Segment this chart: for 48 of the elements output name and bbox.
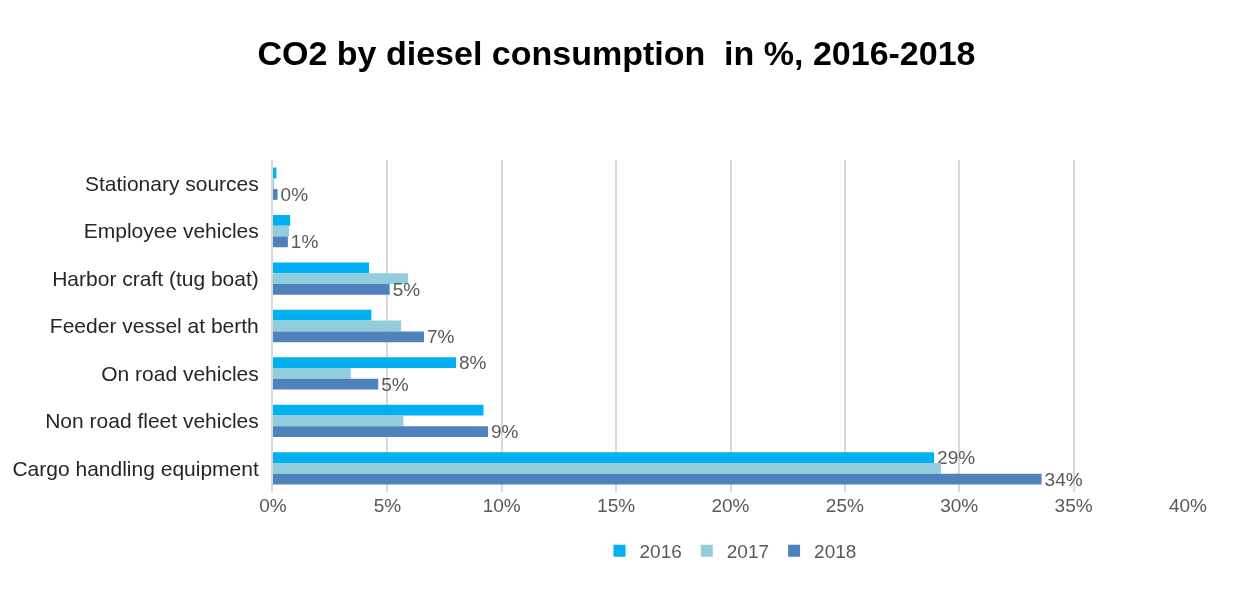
data-label: 7% bbox=[426, 326, 455, 348]
legend-label: 2017 bbox=[726, 541, 770, 563]
x-tick-label: 40% bbox=[1168, 495, 1208, 516]
y-tick-label: Cargo handling equipment bbox=[12, 456, 259, 480]
x-tick-label: 20% bbox=[711, 495, 750, 516]
bar bbox=[273, 189, 278, 200]
bar bbox=[273, 404, 484, 416]
bar bbox=[273, 452, 935, 463]
bar bbox=[273, 426, 489, 437]
x-tick-label: 35% bbox=[1054, 495, 1093, 516]
data-label: 9% bbox=[491, 421, 519, 443]
y-tick-label: Employee vehicles bbox=[83, 219, 259, 243]
bar bbox=[273, 236, 288, 248]
data-label: 5% bbox=[392, 278, 421, 300]
data-label: 5% bbox=[381, 373, 409, 395]
x-tick-label: 5% bbox=[373, 495, 402, 516]
bar bbox=[273, 473, 1042, 485]
bar bbox=[273, 357, 456, 369]
legend-label: 2018 bbox=[814, 541, 857, 563]
data-label: 34% bbox=[1044, 468, 1083, 490]
y-tick-label: Stationary sources bbox=[84, 172, 259, 196]
bar bbox=[273, 225, 290, 237]
bar bbox=[273, 368, 351, 379]
bar bbox=[273, 415, 404, 427]
data-label: 1% bbox=[290, 231, 319, 253]
y-tick-label: On road vehicles bbox=[101, 361, 259, 385]
y-tick-label: Harbor craft (tug boat) bbox=[52, 266, 259, 290]
bar bbox=[273, 309, 372, 321]
x-tick-label: 0% bbox=[259, 495, 287, 516]
data-label: 8% bbox=[459, 352, 487, 374]
bar bbox=[273, 262, 370, 274]
data-label: 29% bbox=[937, 447, 976, 469]
data-label: 0% bbox=[280, 183, 309, 205]
y-tick-label: Feeder vessel at berth bbox=[49, 314, 259, 338]
x-tick-label: 10% bbox=[482, 495, 521, 516]
bar bbox=[273, 215, 291, 226]
y-tick-label: Non road fleet vehicles bbox=[45, 409, 259, 433]
bar bbox=[273, 273, 408, 284]
bar bbox=[273, 331, 424, 343]
chart-title: CO2 by diesel consumption in %, 2016-2018 bbox=[257, 34, 976, 73]
bar bbox=[273, 462, 941, 474]
bar bbox=[273, 378, 379, 390]
legend-label: 2016 bbox=[639, 541, 682, 563]
x-tick-label: 30% bbox=[940, 495, 979, 516]
x-tick-label: 15% bbox=[597, 495, 636, 516]
bar bbox=[273, 283, 390, 295]
bar bbox=[273, 320, 402, 332]
x-tick-label: 25% bbox=[825, 495, 864, 516]
